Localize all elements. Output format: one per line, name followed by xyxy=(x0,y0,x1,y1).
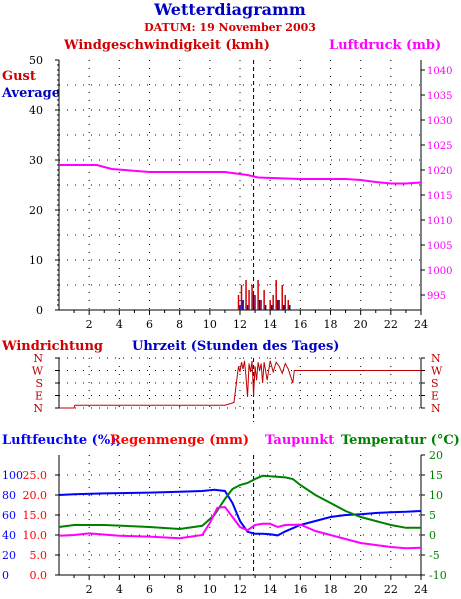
page-title: Wetterdiagramm xyxy=(153,0,306,19)
y-tick-label-right: 1000 xyxy=(427,266,452,277)
direction-tick-label-left: N xyxy=(33,402,43,415)
page-subtitle: DATUM: 19 November 2003 xyxy=(144,21,316,34)
x-tick-label: 24 xyxy=(414,318,428,331)
y-tick-label-left: 50 xyxy=(29,54,43,67)
y-tick-label-right: 1015 xyxy=(427,191,452,202)
time-axis-label: Uhrzeit (Stunden des Tages) xyxy=(132,339,339,354)
x-tick-label: 6 xyxy=(146,583,153,596)
x-tick-label: 2 xyxy=(86,583,93,596)
direction-tick-label-left: W xyxy=(32,365,44,378)
rain-tick-label: 25.0 xyxy=(23,469,48,482)
rain-tick-label: 5.0 xyxy=(30,549,48,562)
humidity-line xyxy=(58,488,422,537)
direction-tick-label-right: S xyxy=(431,377,439,390)
rain-tick-label: 0.0 xyxy=(30,569,48,582)
temperature-tick-label: 5 xyxy=(429,509,436,522)
rain-tick-label: 10.0 xyxy=(23,529,48,542)
x-tick-label: 22 xyxy=(384,318,398,331)
x-tick-label: 14 xyxy=(263,318,277,331)
humidity-tick-label: 80 xyxy=(2,489,16,502)
x-tick-label: 8 xyxy=(176,583,183,596)
x-tick-label: 4 xyxy=(116,318,123,331)
y-tick-label-right: 1040 xyxy=(427,66,452,77)
humidity-tick-label: 40 xyxy=(2,529,16,542)
direction-tick-label-left: N xyxy=(33,352,43,365)
direction-tick-label-right: W xyxy=(431,365,443,378)
legend-gust: Gust xyxy=(2,69,36,84)
x-tick-label: 2 xyxy=(86,318,93,331)
pressure-axis-label: Luftdruck (mb) xyxy=(329,38,441,53)
y-tick-label-right: 995 xyxy=(427,291,446,302)
humidity-tick-label: 60 xyxy=(2,509,16,522)
x-tick-label: 16 xyxy=(293,318,307,331)
wind-direction-label: Windrichtung xyxy=(1,339,103,354)
direction-tick-label-left: E xyxy=(35,390,43,403)
x-tick-label: 10 xyxy=(203,583,217,596)
temperature-tick-label: -5 xyxy=(429,549,440,562)
x-tick-label: 14 xyxy=(263,583,277,596)
y-tick-label-right: 1025 xyxy=(427,141,452,152)
humidity-tick-label: 100 xyxy=(2,469,23,482)
x-tick-label: 20 xyxy=(354,583,368,596)
y-tick-label-right: 1020 xyxy=(427,166,452,177)
x-tick-label: 18 xyxy=(324,583,338,596)
y-tick-label-right: 1030 xyxy=(427,116,452,127)
pressure-line xyxy=(59,164,422,185)
y-tick-label-left: 40 xyxy=(29,104,43,117)
y-tick-label-right: 1035 xyxy=(427,91,452,102)
wind-speed-axis-label: Windgeschwindigkeit (kmh) xyxy=(63,38,270,53)
x-tick-label: 22 xyxy=(384,583,398,596)
temperature-tick-label: 15 xyxy=(429,469,443,482)
rain-label: Regenmenge (mm) xyxy=(110,433,249,448)
x-tick-label: 18 xyxy=(324,318,338,331)
direction-tick-label-right: E xyxy=(431,390,439,403)
temperature-tick-label: 0 xyxy=(429,529,436,542)
wind-direction-line xyxy=(59,360,421,409)
y-tick-label-left: 30 xyxy=(29,154,43,167)
humidity-tick-label: 0 xyxy=(2,569,9,582)
temperature-tick-label: 10 xyxy=(429,489,443,502)
y-tick-label-right: 1005 xyxy=(427,241,452,252)
temperature-tick-label: -10 xyxy=(429,569,447,582)
x-tick-label: 24 xyxy=(414,583,428,596)
x-tick-label: 8 xyxy=(176,318,183,331)
x-tick-label: 16 xyxy=(293,583,307,596)
temperature-line xyxy=(58,474,421,531)
dewpoint-label: Taupunkt xyxy=(265,433,334,448)
rain-tick-label: 15.0 xyxy=(23,509,48,522)
y-tick-label-left: 20 xyxy=(29,204,43,217)
x-tick-label: 10 xyxy=(203,318,217,331)
dewpoint-line xyxy=(58,505,422,550)
x-tick-label: 12 xyxy=(233,318,247,331)
humidity-tick-label: 20 xyxy=(2,549,16,562)
direction-tick-label-right: N xyxy=(431,402,441,415)
x-tick-label: 4 xyxy=(116,583,123,596)
x-tick-label: 12 xyxy=(233,583,247,596)
temperature-tick-label: 20 xyxy=(429,449,443,462)
direction-tick-label-right: N xyxy=(431,352,441,365)
y-tick-label-left: 0 xyxy=(36,304,43,317)
direction-tick-label-left: S xyxy=(35,377,43,390)
y-tick-label-left: 10 xyxy=(29,254,43,267)
rain-tick-label: 20.0 xyxy=(23,489,48,502)
humidity-label: Luftfeuchte (%), xyxy=(2,433,121,448)
x-tick-label: 6 xyxy=(146,318,153,331)
y-tick-label-right: 1010 xyxy=(427,216,452,227)
legend-average: Average xyxy=(1,86,60,101)
x-tick-label: 20 xyxy=(354,318,368,331)
temperature-label: Temperatur (°C) xyxy=(341,433,460,448)
